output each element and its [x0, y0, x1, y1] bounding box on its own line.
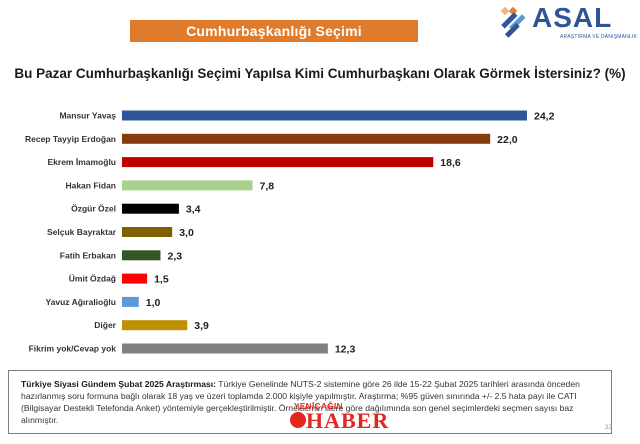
value-label: 3,9 [194, 320, 209, 332]
bar [122, 227, 173, 237]
bar [122, 296, 139, 307]
watermark-dot-icon [290, 412, 306, 428]
section-banner: Cumhurbaşkanlığı Seçimi [130, 20, 418, 42]
value-label: 3,4 [186, 204, 201, 216]
category-label: Yavuz Ağıralioğlu [45, 297, 116, 307]
value-label: 2,3 [167, 250, 182, 262]
logo-tagline: ARAŞTIRMA VE DANIŞMANLIK [560, 34, 638, 40]
category-label: Fikrim yok/Cevap yok [29, 344, 117, 354]
chart-title: Bu Pazar Cumhurbaşkanlığı Seçimi Yapılsa… [14, 66, 626, 81]
bar [122, 273, 148, 284]
bar [122, 320, 188, 331]
value-label: 18,6 [440, 157, 461, 169]
bar [122, 343, 328, 354]
category-label: Mansur Yavaş [59, 111, 116, 121]
methodology-note-text: Türkiye Genelinde NUTS-2 sistemine göre … [21, 379, 580, 425]
page-number: 32 [604, 424, 612, 431]
category-label: Özgür Özel [71, 204, 116, 214]
category-label: Hakan Fidan [65, 180, 116, 190]
category-label: Ekrem İmamoğlu [48, 157, 117, 167]
watermark-logo: YENİÇAĞIN HABER [290, 402, 388, 442]
category-label: Fatih Erbakan [60, 250, 116, 260]
value-label: 12,3 [335, 344, 356, 356]
value-label: 24,2 [534, 111, 555, 123]
methodology-note: Türkiye Siyasi Gündem Şubat 2025 Araştır… [8, 370, 612, 434]
asal-logo: ASAL ARAŞTIRMA VE DANIŞMANLIK [498, 2, 637, 48]
bar [122, 157, 434, 168]
category-label: Recep Tayyip Erdoğan [25, 134, 116, 144]
category-label: Selçuk Bayraktar [47, 227, 117, 237]
methodology-note-heading: Türkiye Siyasi Gündem Şubat 2025 Araştır… [21, 379, 217, 389]
watermark-top: YENİÇAĞIN [294, 402, 343, 411]
bar [122, 250, 161, 261]
watermark-main: HABER [306, 408, 390, 433]
bar [122, 133, 491, 144]
category-label: Ümit Özdağ [69, 274, 116, 284]
section-title: Cumhurbaşkanlığı Seçimi [186, 23, 362, 39]
bar [122, 180, 253, 191]
value-label: 22,0 [497, 134, 518, 146]
value-label: 7,8 [260, 180, 275, 192]
value-label: 1,0 [146, 297, 161, 309]
bar [122, 110, 527, 121]
value-label: 3,0 [179, 227, 194, 239]
category-label: Diğer [94, 320, 116, 330]
logo-wordmark: ASAL [532, 2, 613, 33]
bar [122, 203, 179, 214]
value-label: 1,5 [154, 274, 169, 286]
asal-logo-icon [500, 6, 526, 38]
